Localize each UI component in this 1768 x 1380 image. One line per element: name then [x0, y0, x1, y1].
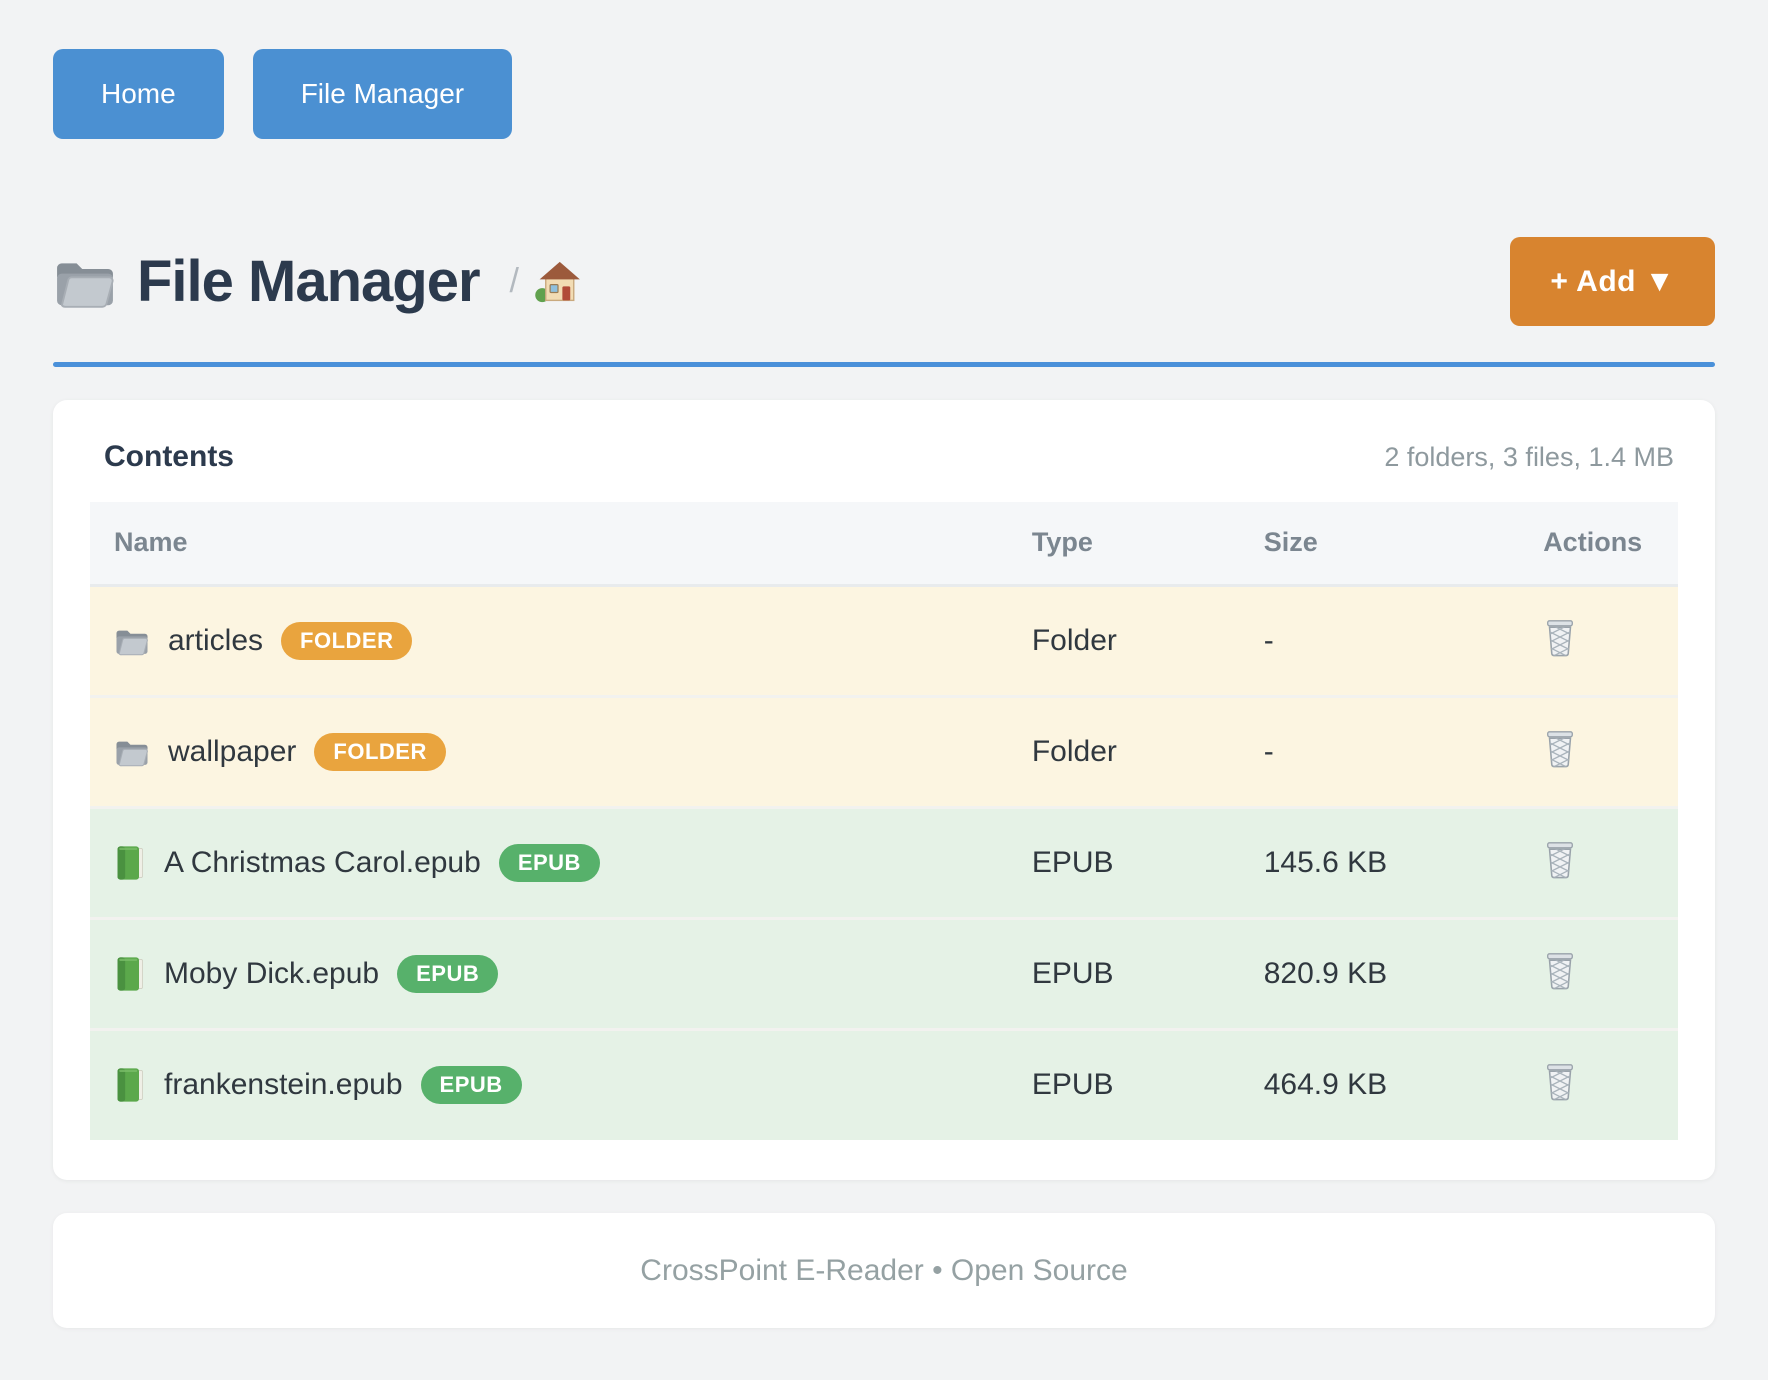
trash-icon	[1543, 728, 1577, 768]
file-name-link[interactable]: wallpaper	[168, 734, 297, 768]
type-cell: Folder	[1007, 694, 1240, 807]
table-row: A Christmas Carol.epub EPUB EPUB 145.6 K…	[90, 805, 1678, 918]
size-cell: -	[1263, 623, 1274, 657]
column-header-name: Name	[90, 502, 1008, 587]
delete-button[interactable]	[1543, 1061, 1577, 1101]
file-name-link[interactable]: A Christmas Carol.epub	[164, 845, 481, 879]
green-book-icon	[116, 845, 144, 880]
page-title: File Manager	[137, 249, 481, 314]
table-header-row: Name Type Size Actions	[90, 502, 1678, 587]
trash-icon	[1543, 950, 1577, 990]
trash-icon	[1543, 1061, 1577, 1101]
breadcrumb-separator: /	[509, 262, 519, 300]
delete-button[interactable]	[1543, 839, 1577, 879]
green-book-icon	[116, 1067, 144, 1103]
breadcrumb: /	[509, 260, 581, 303]
folder-icon	[56, 261, 114, 308]
page-header: File Manager / + Add ▼	[53, 237, 1715, 326]
delete-button[interactable]	[1543, 728, 1577, 768]
delete-button[interactable]	[1543, 617, 1577, 657]
contents-card: Contents 2 folders, 3 files, 1.4 MB Name…	[53, 400, 1715, 1180]
file-name-link[interactable]: frankenstein.epub	[164, 1068, 403, 1102]
type-cell: Folder	[1031, 623, 1117, 657]
size-cell: 464.9 KB	[1239, 1027, 1520, 1140]
file-table: Name Type Size Actions articles FOLDER F…	[90, 502, 1678, 1140]
type-badge: EPUB	[498, 843, 600, 882]
house-icon[interactable]	[535, 260, 581, 303]
column-header-actions: Actions	[1519, 502, 1678, 587]
green-book-icon	[116, 956, 144, 991]
delete-button[interactable]	[1543, 950, 1577, 990]
add-button[interactable]: + Add ▼	[1510, 237, 1715, 326]
footer-text: CrossPoint E-Reader • Open Source	[640, 1253, 1128, 1287]
table-row: articles FOLDER Folder -	[90, 585, 1678, 696]
contents-card-header: Contents 2 folders, 3 files, 1.4 MB	[90, 430, 1678, 474]
contents-summary: 2 folders, 3 files, 1.4 MB	[1384, 442, 1674, 472]
type-badge: EPUB	[420, 1066, 522, 1105]
file-manager-nav-button[interactable]: File Manager	[252, 49, 513, 139]
trash-icon	[1543, 839, 1577, 879]
top-nav: Home File Manager	[53, 49, 1715, 139]
type-cell: EPUB	[1007, 805, 1240, 918]
column-header-size: Size	[1239, 502, 1520, 587]
type-badge: FOLDER	[314, 732, 446, 771]
file-name-link[interactable]: Moby Dick.epub	[164, 956, 380, 990]
contents-title: Contents	[104, 440, 234, 473]
size-cell: 145.6 KB	[1239, 805, 1520, 918]
table-row: frankenstein.epub EPUB EPUB 464.9 KB	[90, 1027, 1678, 1140]
home-nav-button[interactable]: Home	[53, 49, 224, 139]
size-cell: -	[1239, 694, 1520, 807]
type-badge: FOLDER	[281, 621, 413, 660]
column-header-type: Type	[1007, 502, 1240, 587]
type-cell: EPUB	[1007, 916, 1240, 1029]
title-divider	[53, 362, 1715, 367]
file-manager-page: Home File Manager File Manager / + Add ▼…	[53, 49, 1715, 1328]
table-row: wallpaper FOLDER Folder -	[90, 694, 1678, 807]
type-badge: EPUB	[397, 954, 499, 993]
table-row: Moby Dick.epub EPUB EPUB 820.9 KB	[90, 916, 1678, 1029]
footer: CrossPoint E-Reader • Open Source	[53, 1213, 1715, 1328]
file-name-link[interactable]: articles	[168, 623, 264, 657]
folder-icon	[115, 740, 149, 766]
trash-icon	[1543, 617, 1577, 657]
folder-icon	[115, 629, 149, 655]
size-cell: 820.9 KB	[1239, 916, 1520, 1029]
type-cell: EPUB	[1007, 1027, 1240, 1140]
